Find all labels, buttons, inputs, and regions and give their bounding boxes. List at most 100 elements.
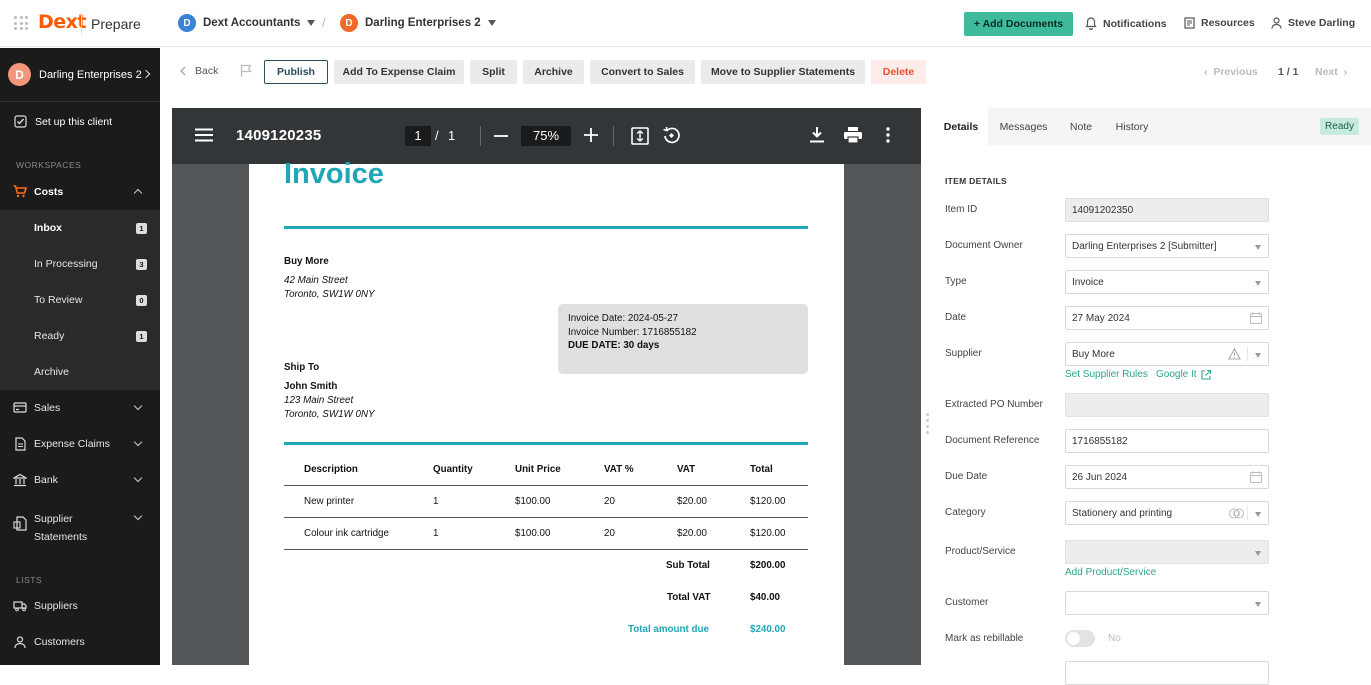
previous-button[interactable]: ‹ Previous: [1204, 66, 1258, 78]
sidebar-item-label: Inbox: [34, 222, 62, 234]
sidebar-item-archive[interactable]: Archive: [0, 354, 160, 390]
table-cell: $120.00: [750, 528, 786, 539]
setup-client-link[interactable]: Set up this client: [14, 115, 112, 128]
product-service-select[interactable]: [1065, 540, 1269, 564]
caret-down-icon: [307, 20, 316, 26]
print-icon[interactable]: [844, 127, 862, 143]
subtotal-value: $200.00: [750, 560, 786, 571]
sidebar-item-bank[interactable]: Bank: [0, 462, 160, 498]
sidebar-item-customers[interactable]: Customers: [0, 624, 160, 660]
resources-link[interactable]: Resources: [1184, 17, 1255, 29]
chevron-up-icon: [133, 188, 143, 198]
calendar-icon[interactable]: [1250, 471, 1262, 483]
sidebar-item-in-processing[interactable]: In Processing 3: [0, 246, 160, 282]
sidebar-item-suppliers[interactable]: Suppliers: [0, 588, 160, 624]
back-label: Back: [195, 65, 219, 77]
publish-button[interactable]: Publish: [264, 60, 328, 84]
page-number-input[interactable]: 1: [405, 126, 431, 146]
sidebar: D Darling Enterprises 2 Set up this clie…: [0, 48, 160, 665]
setup-label: Set up this client: [35, 115, 113, 128]
client-avatar: D: [340, 14, 358, 32]
invoice-title: Invoice: [284, 158, 384, 190]
document-owner-select[interactable]: Darling Enterprises 2 [Submitter]: [1065, 234, 1269, 258]
next-button[interactable]: Next ›: [1315, 66, 1347, 78]
category-select[interactable]: Stationery and printing: [1065, 501, 1269, 525]
split-button[interactable]: Split: [470, 60, 517, 84]
invoice-date: Invoice Date: 2024-05-27: [568, 313, 679, 324]
sidebar-item-ready[interactable]: Ready 1: [0, 318, 160, 354]
user-menu[interactable]: Steve Darling: [1271, 17, 1355, 29]
calendar-icon[interactable]: [1250, 312, 1262, 324]
count-badge: 0: [136, 294, 147, 306]
field-value: 1716855182: [1072, 435, 1128, 447]
supplier-select[interactable]: Buy More: [1065, 342, 1269, 366]
page-total: 1: [448, 128, 456, 143]
fit-page-icon[interactable]: [631, 127, 649, 145]
customers-icon: [14, 636, 26, 649]
chevron-left-icon: ‹: [1204, 66, 1214, 78]
table-cell: 1: [433, 528, 439, 539]
chevron-right-icon[interactable]: [141, 69, 151, 79]
table-cell: 20: [604, 528, 615, 539]
caret-down-icon: [1255, 602, 1261, 607]
date-field[interactable]: 27 May 2024: [1065, 306, 1269, 330]
zoom-level[interactable]: 75%: [521, 126, 571, 146]
rebillable-label: Mark as rebillable: [945, 633, 1024, 644]
type-select[interactable]: Invoice: [1065, 270, 1269, 294]
zoom-in-icon[interactable]: [584, 128, 598, 142]
vat-value: $40.00: [750, 592, 780, 603]
divider: [1247, 506, 1248, 520]
add-product-service-link[interactable]: Add Product/Service: [1065, 567, 1157, 578]
type-label: Type: [945, 276, 967, 287]
menu-icon[interactable]: [195, 128, 213, 142]
delete-button[interactable]: Delete: [871, 60, 926, 84]
app-grid-icon[interactable]: [14, 16, 28, 30]
tab-messages[interactable]: Messages: [999, 120, 1048, 133]
google-it-link[interactable]: Google It: [1156, 369, 1211, 380]
notifications-link[interactable]: Notifications: [1085, 17, 1167, 30]
sidebar-item-supplier-statements[interactable]: Supplier Statements: [0, 500, 160, 550]
pdf-viewer-toolbar: 1409120235 1 / 1 75%: [172, 108, 921, 164]
po-number-label: Extracted PO Number: [945, 399, 1043, 410]
back-button[interactable]: Back: [179, 65, 218, 77]
sidebar-item-to-review[interactable]: To Review 0: [0, 282, 160, 318]
convert-to-sales-button[interactable]: Convert to Sales: [590, 60, 695, 84]
resize-handle[interactable]: [924, 410, 930, 444]
more-vertical-icon[interactable]: [886, 127, 890, 143]
sidebar-item-label: Ready: [34, 330, 65, 342]
rebillable-toggle[interactable]: [1065, 630, 1095, 647]
tab-history[interactable]: History: [1115, 120, 1149, 133]
sidebar-item-expense-claims[interactable]: Expense Claims: [0, 426, 160, 462]
set-supplier-rules-link[interactable]: Set Supplier Rules: [1065, 369, 1148, 380]
due-date-field[interactable]: 26 Jun 2024: [1065, 465, 1269, 489]
caret-down-icon: [1255, 245, 1261, 250]
sidebar-item-label: Customers: [34, 636, 85, 648]
client-switcher[interactable]: D Darling Enterprises 2: [340, 14, 496, 32]
add-to-expense-claim-button[interactable]: Add To Expense Claim: [334, 60, 464, 84]
customer-select[interactable]: [1065, 591, 1269, 615]
download-icon[interactable]: [810, 127, 824, 143]
move-to-supplier-statements-button[interactable]: Move to Supplier Statements: [701, 60, 865, 84]
divider: [284, 485, 808, 486]
item-id-label: Item ID: [945, 204, 978, 215]
zoom-out-icon[interactable]: [494, 134, 508, 138]
field-value: 27 May 2024: [1072, 312, 1130, 324]
document-reference-field[interactable]: 1716855182: [1065, 429, 1269, 453]
external-link-icon: [1201, 369, 1211, 380]
add-documents-button[interactable]: + Add Documents: [964, 12, 1073, 36]
table-cell: 20: [604, 496, 615, 507]
sidebar-item-inbox[interactable]: Inbox 1: [0, 210, 160, 246]
sidebar-item-sales[interactable]: Sales: [0, 390, 160, 426]
chevron-down-icon: [133, 401, 143, 411]
dext-logo[interactable]: Dext: [38, 11, 87, 33]
tab-note[interactable]: Note: [1069, 120, 1093, 133]
org-switcher[interactable]: D Dext Accountants: [178, 14, 316, 32]
customer-label: Customer: [945, 597, 989, 608]
sidebar-item-costs[interactable]: Costs: [0, 174, 160, 210]
flag-icon[interactable]: [240, 64, 252, 78]
sidebar-client[interactable]: D Darling Enterprises 2: [8, 63, 142, 86]
archive-button[interactable]: Archive: [523, 60, 584, 84]
rotate-icon[interactable]: [662, 126, 681, 145]
tab-details[interactable]: Details: [934, 108, 988, 145]
table-cell: $20.00: [677, 528, 707, 539]
